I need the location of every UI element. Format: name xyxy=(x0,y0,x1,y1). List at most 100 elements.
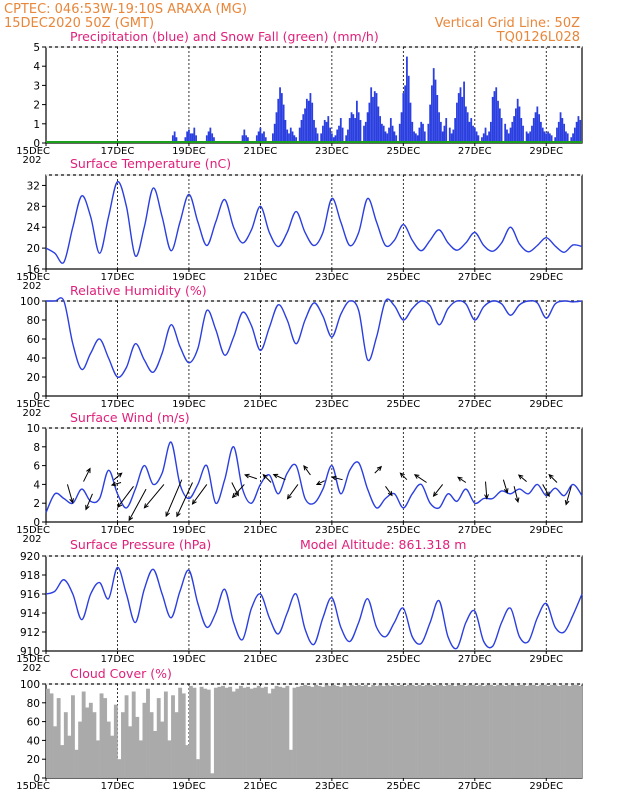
cloud-bar xyxy=(428,684,433,778)
wind-arrow-head xyxy=(548,473,554,480)
precip-bar xyxy=(431,85,433,143)
wind-arrow xyxy=(85,493,93,510)
cloud-bar xyxy=(110,735,115,778)
temp-frame xyxy=(45,174,583,270)
wind-arrow-head xyxy=(176,511,181,518)
cloud-bar xyxy=(439,684,443,778)
cloud-bar xyxy=(531,684,536,778)
precip-bar xyxy=(423,131,426,143)
wind-arrow xyxy=(117,485,134,508)
precip-bar xyxy=(532,118,535,143)
temp-xtick-label: 27DEC xyxy=(458,272,492,283)
precip-bar xyxy=(309,93,312,143)
wind-arrow xyxy=(565,486,572,505)
rh-xtick-label: 27DEC xyxy=(458,399,492,410)
precip-ytick-label: 1 xyxy=(33,119,40,131)
precip-bar xyxy=(257,131,260,143)
cloud-bar xyxy=(571,684,576,778)
cloud-bar xyxy=(549,684,554,778)
precip-bar xyxy=(205,135,208,143)
cloud-bar xyxy=(63,712,68,778)
precip-bar xyxy=(438,112,440,143)
cloud-bar xyxy=(449,684,454,778)
cloud-xtick-label: 17DEC xyxy=(101,781,135,792)
precip-bar xyxy=(550,135,553,143)
precip-bar xyxy=(511,121,514,143)
panels: 0 1 2 3 4 5 15DEC 17DEC 19DEC 21DEC 23DEC 25DEC 27DE… xyxy=(16,29,583,792)
cloud-bar xyxy=(514,685,518,778)
precip-ytick-label: 3 xyxy=(33,80,40,92)
press-xtick-label: 27DEC xyxy=(458,654,492,665)
wind-arrow xyxy=(273,474,286,481)
cloud-bar xyxy=(467,684,472,778)
precip-bar xyxy=(195,135,197,143)
precip-bar xyxy=(463,81,465,143)
precip-bar xyxy=(531,125,533,143)
press-xtick-label: 23DEC xyxy=(315,654,349,665)
precip-bar xyxy=(389,118,392,143)
cloud-bar xyxy=(324,684,329,778)
temp-title: Surface Temperature (nC) xyxy=(70,156,231,171)
precip-bar xyxy=(520,118,523,143)
wind-arrow xyxy=(316,480,325,485)
wind-arrow xyxy=(113,472,123,481)
precip-bar xyxy=(352,114,355,143)
temp-xtick-label: 17DEC xyxy=(101,272,135,283)
cloud-bar xyxy=(364,684,368,778)
wind-xtick-label: 29DEC xyxy=(529,525,563,536)
precip-bar xyxy=(570,137,573,143)
precip-bar xyxy=(350,112,353,143)
wind-arrow-head xyxy=(315,480,322,486)
rh-panel: 0 20 40 60 80 100 15DEC 17DEC 19DEC 21DEC 23DEC 25D… xyxy=(16,283,583,419)
wind-arrow-head xyxy=(85,504,90,511)
precip-bar xyxy=(386,133,389,143)
precip-ytick-label: 0 xyxy=(33,138,40,150)
wind-series-line xyxy=(45,441,583,513)
rh-ytick-label: 0 xyxy=(33,391,40,403)
press-title: Surface Pressure (hPa) xyxy=(70,537,211,552)
cloud-bar xyxy=(360,685,365,778)
precip-xtick-label: 21DEC xyxy=(244,146,278,157)
precip-bar xyxy=(334,135,337,143)
cloud-bar xyxy=(46,688,50,778)
precip-bar xyxy=(275,112,278,143)
precip-bar xyxy=(273,123,276,143)
precip-bar xyxy=(427,123,430,143)
rh-series-line xyxy=(45,297,583,378)
temp-ytick-label: 20 xyxy=(27,243,40,255)
press-xtick-label: 17DEC xyxy=(101,654,135,665)
wind-arrow xyxy=(83,468,91,482)
wind-arrow xyxy=(542,484,550,497)
cloud-bar xyxy=(331,684,336,778)
cloud-bar xyxy=(206,689,211,778)
precip-bar xyxy=(381,123,383,143)
precip-bar xyxy=(475,131,478,143)
precip-bar xyxy=(429,104,432,143)
rh-ytick-label: 20 xyxy=(27,372,40,384)
rh-ytick-label: 80 xyxy=(27,315,40,327)
press-ytick-label: 912 xyxy=(20,627,40,639)
precip-bar xyxy=(284,119,287,143)
precip-bar xyxy=(400,112,403,143)
cloud-bar xyxy=(446,684,451,778)
temp-xtick-label: 25DEC xyxy=(386,272,420,283)
cloud-bar xyxy=(117,759,122,778)
rh-ytick-label: 40 xyxy=(27,353,40,365)
wind-arrow-head xyxy=(376,465,383,472)
precip-bar xyxy=(500,118,503,143)
precip-bar xyxy=(377,106,380,143)
precip-bar xyxy=(548,133,551,143)
cloud-bar xyxy=(267,693,272,778)
cloud-bar xyxy=(367,686,372,778)
precip-bar xyxy=(329,127,331,143)
wind-arrow xyxy=(144,484,165,509)
precip-bar xyxy=(454,118,457,143)
cloud-bar xyxy=(285,685,290,778)
precip-title: Precipitation (blue) and Snow Fall (gree… xyxy=(70,29,379,44)
precip-bar xyxy=(541,127,544,143)
precip-bar xyxy=(557,121,560,143)
rh-xtick-label: 23DEC xyxy=(315,399,349,410)
precip-bar xyxy=(525,131,528,143)
wind-arrow-head xyxy=(413,474,420,479)
precip-panel: 0 1 2 3 4 5 15DEC 17DEC 19DEC 21DEC 23DEC 25DEC 27DE… xyxy=(16,29,583,166)
